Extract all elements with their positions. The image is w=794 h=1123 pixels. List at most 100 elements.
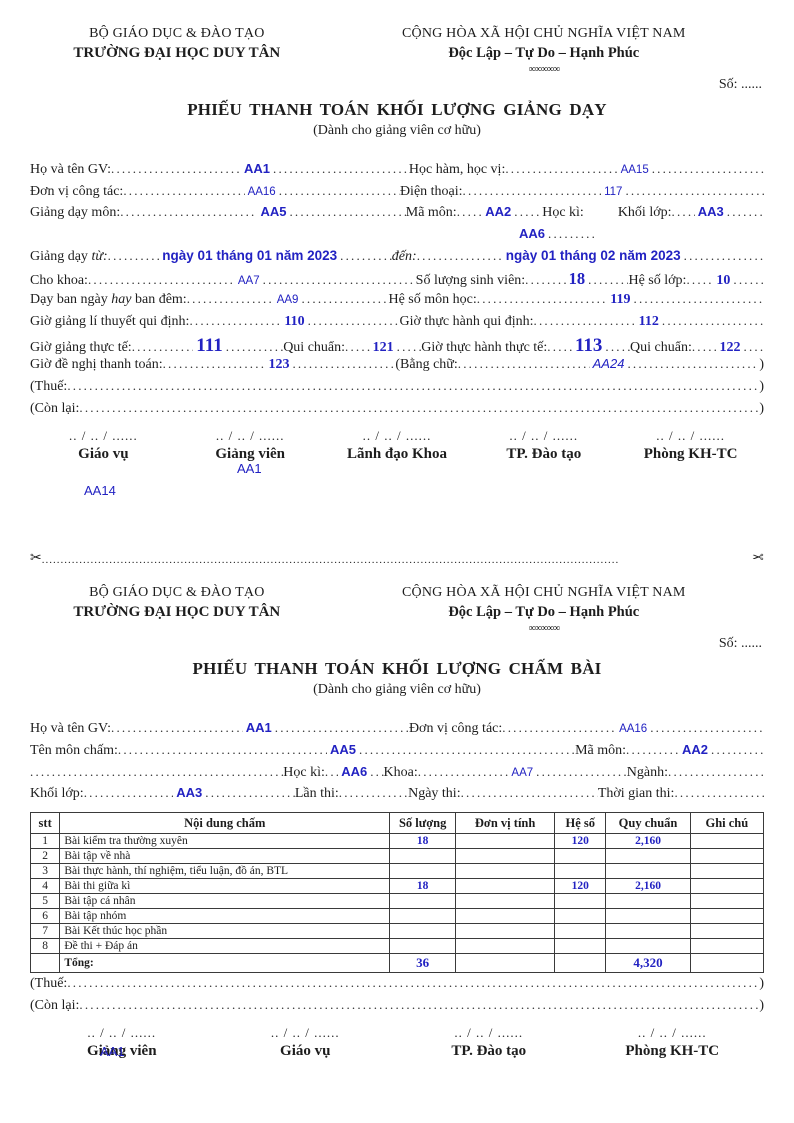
row-con-lai: (Còn lại: ) [30, 400, 764, 422]
signature-date-placeholder: .. / .. / ...... [637, 1025, 707, 1041]
dot-leader [525, 272, 565, 289]
university-name: TRƯỜNG ĐẠI HỌC DUY TÂN [73, 45, 281, 61]
con-lai-close-paren: ) [759, 997, 764, 1013]
day-ban-ngay-value: AA9 [276, 294, 299, 307]
dot-leader [627, 356, 759, 373]
sig-col-tp-dao-tao: .. / .. / ...... TP. Đào tạo [397, 1025, 581, 1060]
thue-close-paren: ) [759, 378, 764, 394]
total-quy-chuan: 4,320 [605, 953, 691, 973]
tu-label-italic: từ: [91, 248, 108, 264]
don-vi-value: AA16 [619, 723, 648, 736]
form1-title: PHIẾU THANH TOÁN KHỐI LƯỢNG GIẢNG DẠY [187, 100, 607, 119]
cell-noi-dung: Bài Kết thúc học phần [59, 923, 391, 939]
ho-ten-gv-value: AA1 [245, 720, 272, 736]
dot-leader [108, 248, 160, 265]
dot-leader [79, 997, 759, 1014]
table-row: 8 Đề thi + Đáp án [29, 938, 765, 954]
khoi-lop-value: AA3 [697, 204, 724, 220]
khoa-value: AA7 [511, 766, 534, 779]
qui-chuan-1-label: Qui chuẩn: [283, 339, 346, 355]
cell-he-so: 120 [554, 833, 607, 849]
hay-label-italic: hay [111, 292, 132, 308]
signature-date-placeholder: .. / .. / ...... [454, 1025, 524, 1041]
cell-noi-dung: Bài kiểm tra thường xuyên [59, 833, 391, 849]
sig-col-tp-dao-tao: .. / .. / ...... TP. Đào tạo [470, 428, 617, 463]
table-row: 3 Bài thực hành, thí nghiệm, tiểu luận, … [29, 863, 765, 879]
khoi-lop-label: Khối lớp: [30, 786, 84, 802]
dot-leader [370, 764, 383, 781]
form1: BỘ GIÁO DỤC & ĐÀO TẠO TRƯỜNG ĐẠI HỌC DUY… [30, 26, 764, 463]
cell-so-luong [389, 848, 457, 864]
cell-quy-chuan: 2,160 [605, 878, 691, 894]
cell-stt: 4 [29, 878, 61, 894]
cell-quy-chuan: 2,160 [605, 833, 691, 849]
dot-leader [84, 785, 174, 802]
row-ho-ten: Họ và tên GV: AA1 Học hàm, học vị: AA15 [30, 161, 764, 183]
row-ten-mon-cham: Tên môn chấm: AA5 Mã môn: AA2 [30, 742, 764, 764]
signature-date-placeholder: .. / .. / ...... [656, 428, 725, 444]
col-header-don-vi-tinh: Đơn vị tính [455, 812, 556, 834]
dot-leader [340, 248, 392, 265]
sig-role-lanh-dao-khoa: Lãnh đạo Khoa [346, 446, 448, 463]
header-left-block: BỘ GIÁO DỤC & ĐÀO TẠO TRƯỜNG ĐẠI HỌC DUY… [30, 26, 324, 75]
cell-quy-chuan [605, 923, 691, 939]
den-label: đến: [391, 248, 417, 264]
bang-chu-close-paren: ) [759, 357, 764, 373]
dot-leader [463, 183, 602, 200]
cell-ghi-chu [689, 908, 765, 924]
dot-leader [308, 313, 400, 330]
table-row: 2 Bài tập về nhà [29, 848, 765, 864]
signature-date-placeholder: .. / .. / ...... [87, 1025, 157, 1041]
dot-leader [397, 339, 422, 356]
dot-leader [325, 764, 338, 781]
header-right-block: CỘNG HÒA XÃ HỘI CHỦ NGHĨA VIỆT NAM Độc L… [324, 26, 764, 75]
bang-chu-value: AA24 [592, 356, 625, 372]
ministry-name: BỘ GIÁO DỤC & ĐÀO TẠO [89, 585, 265, 601]
row-khoi-lop-2: Khối lớp: AA3 Lần thi: Ngày thi: Thời gi… [30, 785, 764, 807]
qui-chuan-2-label: Qui chuẩn: [630, 339, 692, 355]
dot-leader [727, 204, 764, 221]
hoc-ki-value: AA6 [341, 763, 368, 779]
dot-leader [111, 161, 241, 178]
cell-noi-dung: Bài tập cá nhân [59, 893, 391, 909]
form2-header: BỘ GIÁO DỤC & ĐÀO TẠO TRƯỜNG ĐẠI HỌC DUY… [30, 585, 764, 634]
bang-chu-label: (Bằng chữ: [395, 357, 458, 373]
cell-don-vi-tinh [455, 923, 556, 939]
ngay-ket-thuc-value: ngày 01 tháng 02 năm 2023 [505, 247, 681, 263]
dot-leader [650, 720, 764, 737]
cell-ghi-chu [689, 863, 765, 879]
giang-day-mon-label: Giảng dạy môn: [30, 205, 121, 221]
republic-name: CỘNG HÒA XÃ HỘI CHỦ NGHĨA VIỆT NAM [402, 26, 686, 41]
document-number: Số: ...... [718, 77, 762, 92]
cell-noi-dung: Bài thực hành, thí nghiệm, tiểu luận, đồ… [59, 863, 391, 879]
hoc-ham-label: Học hàm, học vị: [408, 162, 506, 177]
hoc-ham-value: AA15 [620, 164, 649, 176]
cut-line-divider: ✂ ✂ [30, 551, 764, 567]
cell-he-so [554, 908, 607, 924]
dot-leader [67, 378, 759, 395]
signature-date-placeholder: .. / .. / ...... [362, 428, 432, 444]
ho-ten-gv-value: AA1 [243, 161, 270, 176]
cell-he-so [554, 848, 607, 864]
dot-leader [536, 764, 627, 781]
document-number: Số: ...... [718, 636, 762, 652]
dot-leader [457, 204, 483, 221]
dot-leader [461, 785, 598, 802]
row-cho-khoa: Cho khoa: AA7 Số lượng sinh viên: 18 Hệ … [30, 269, 764, 291]
gio-ly-thuyet-qd-value: 110 [284, 313, 305, 329]
cell-so-luong [389, 863, 457, 879]
gio-ly-thuyet-qd-label: Giờ giảng lí thuyết qui định: [30, 313, 190, 329]
cell-stt: 8 [29, 938, 61, 954]
cell-stt: 2 [29, 848, 61, 864]
form1-subtitle: (Dành cho giảng viên cơ hữu) [313, 123, 481, 138]
form2-fields: Họ và tên GV: AA1 Đơn vị công tác: AA16 … [30, 720, 764, 807]
dot-leader [652, 161, 764, 178]
khoi-lop-value: AA3 [176, 785, 203, 801]
ma-mon-label: Mã môn: [405, 205, 457, 221]
cell-don-vi-tinh [455, 863, 556, 879]
row-thue: (Thuế: ) [30, 378, 764, 400]
dot-leader [163, 356, 266, 373]
cell-stt: 3 [29, 863, 61, 879]
cell-quy-chuan [605, 938, 691, 954]
con-lai-close-paren: ) [759, 400, 764, 416]
